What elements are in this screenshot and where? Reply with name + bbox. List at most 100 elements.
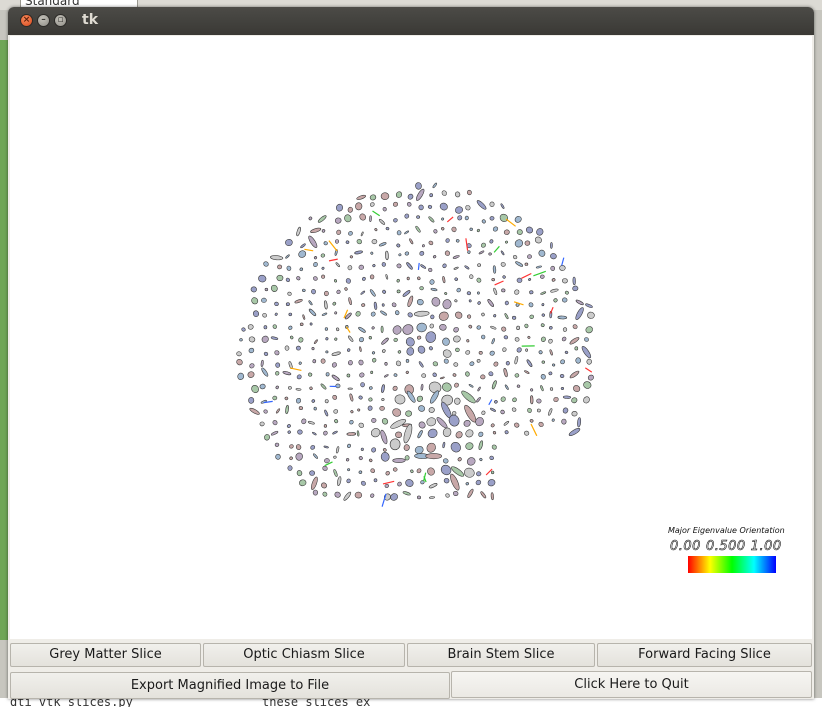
tensor-glyph (325, 337, 329, 341)
tensor-glyph (284, 396, 289, 401)
tensor-glyph (540, 274, 545, 279)
fiber-streak-glyph (324, 461, 333, 467)
tensor-glyph (403, 423, 413, 444)
tensor-glyph (476, 291, 480, 295)
tensor-glyph (528, 278, 532, 281)
tensor-glyph (355, 311, 361, 317)
fiber-streak-glyph (494, 280, 504, 286)
tensor-glyph (431, 297, 441, 307)
tensor-glyph (457, 457, 462, 462)
tensor-glyph (452, 255, 460, 259)
tensor-glyph (369, 194, 377, 201)
legend-tick-label: 0.500 (705, 539, 746, 555)
tensor-glyph (302, 288, 306, 293)
tensor-glyph (406, 276, 410, 281)
tensor-glyph (568, 428, 581, 436)
tensor-glyph (259, 421, 265, 427)
export-image-button[interactable]: Export Magnified Image to File (10, 672, 450, 699)
fiber-streak-glyph (304, 248, 314, 252)
tensor-glyph (537, 408, 541, 413)
grey-matter-slice-button[interactable]: Grey Matter Slice (10, 643, 201, 667)
tensor-glyph (427, 204, 433, 209)
tensor-glyph (466, 291, 471, 296)
tensor-glyph (451, 466, 465, 477)
tensor-glyph (478, 440, 484, 451)
tensor-glyph (500, 203, 505, 209)
tensor-glyph (322, 465, 328, 471)
tensor-glyph (381, 337, 389, 345)
tensor-glyph (426, 442, 436, 453)
tensor-glyph (432, 182, 438, 189)
tensor-glyph (300, 243, 306, 249)
tensor-glyph (334, 491, 341, 498)
legend-title: Major Eigenvalue Orientation (668, 526, 785, 535)
tensor-glyph-field (236, 182, 595, 507)
tensor-glyph (479, 457, 483, 462)
tensor-glyph (335, 383, 341, 389)
minimize-icon[interactable]: – (37, 14, 50, 27)
tensor-glyph (432, 372, 437, 378)
tensor-glyph (512, 397, 517, 403)
tensor-glyph (481, 410, 486, 415)
tensor-glyph (392, 408, 402, 417)
tensor-glyph (481, 242, 486, 248)
window-titlebar[interactable]: × – ▫ tk (8, 7, 814, 35)
tensor-glyph (453, 326, 459, 333)
tensor-glyph (397, 481, 402, 487)
tensor-glyph (415, 182, 422, 190)
tensor-glyph (385, 226, 390, 231)
tensor-glyph (356, 430, 360, 437)
tensor-glyph (575, 299, 584, 306)
tensor-glyph (478, 350, 483, 355)
tensor-glyph (275, 371, 280, 376)
tensor-glyph (488, 371, 494, 377)
optic-chiasm-slice-button[interactable]: Optic Chiasm Slice (203, 643, 405, 667)
tensor-glyph (380, 192, 390, 201)
tensor-glyph (334, 239, 340, 244)
quit-button[interactable]: Click Here to Quit (451, 671, 812, 698)
brain-stem-slice-button[interactable]: Brain Stem Slice (407, 643, 595, 667)
tensor-glyph (526, 359, 533, 367)
vtk-render-view[interactable]: Major Eigenvalue Orientation 0.00 0.500 1.… (10, 36, 812, 639)
tensor-glyph (452, 373, 457, 377)
tensor-glyph (560, 386, 564, 391)
tensor-glyph (275, 408, 281, 414)
tensor-glyph (524, 430, 530, 436)
maximize-icon[interactable]: ▫ (54, 14, 67, 27)
tensor-glyph (349, 420, 354, 425)
tensor-glyph (527, 254, 532, 259)
tensor-glyph (465, 371, 470, 377)
tensor-glyph (372, 357, 377, 363)
tensor-glyph (324, 458, 330, 464)
tensor-glyph (404, 455, 410, 461)
tensor-glyph (489, 201, 495, 207)
tensor-glyph (561, 336, 567, 342)
tk-window: × – ▫ tk Major Eigenvalue Orientation 0.… (8, 7, 814, 699)
tensor-glyph (249, 363, 255, 369)
tensor-glyph (406, 347, 415, 356)
tensor-glyph (349, 255, 353, 259)
tensor-glyph (560, 359, 566, 365)
tensor-glyph (534, 236, 542, 244)
tensor-glyph (514, 422, 520, 428)
forward-facing-slice-button[interactable]: Forward Facing Slice (597, 643, 812, 667)
tensor-glyph (562, 407, 569, 414)
tensor-glyph (514, 289, 520, 295)
tensor-glyph (284, 345, 290, 351)
tensor-glyph (308, 308, 317, 317)
tensor-glyph (444, 292, 448, 295)
tensor-glyph (490, 325, 497, 330)
close-icon[interactable]: × (20, 14, 33, 27)
tensor-glyph (381, 262, 386, 267)
tensor-glyph (405, 359, 410, 363)
fiber-streak-glyph (345, 326, 351, 333)
tensor-glyph (289, 444, 294, 449)
tensor-glyph (299, 479, 307, 487)
fiber-streak-glyph (513, 301, 524, 306)
tensor-glyph (331, 374, 340, 382)
fiber-streak-glyph (465, 238, 469, 251)
tensor-glyph (504, 430, 509, 435)
tensor-glyph (416, 395, 423, 402)
tensor-glyph (393, 373, 398, 377)
tensor-glyph (381, 418, 389, 425)
